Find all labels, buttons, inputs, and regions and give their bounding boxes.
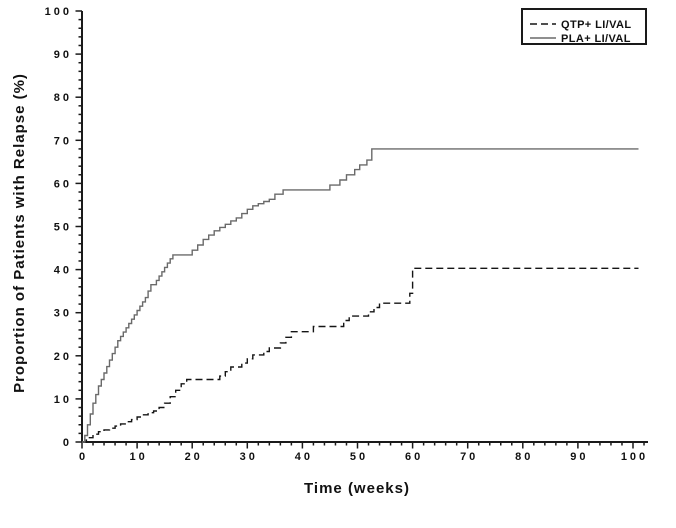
y-tick-label: 40 (54, 265, 72, 277)
legend-entry-label: QTP+ LI/VAL (561, 19, 632, 31)
x-axis-title: Time (weeks) (304, 480, 410, 497)
y-tick-label: 50 (54, 222, 72, 234)
y-tick-label: 0 (63, 437, 72, 449)
plot-area: 0 10 20 30 40 50 60 70 80 90 100 0 10 20 30 40 50 60 70 80 9… (45, 6, 648, 463)
series-pla-line (82, 148, 639, 443)
y-tick-label: 100 (45, 6, 72, 18)
y-tick-label: 10 (54, 394, 72, 406)
x-tick-label: 20 (185, 451, 203, 463)
x-tick-label: 60 (405, 451, 423, 463)
x-tick-label: 90 (570, 451, 588, 463)
x-tick-label: 40 (295, 451, 313, 463)
series-qtp-line (82, 267, 639, 443)
x-tick-label: 50 (350, 451, 368, 463)
y-tick-label: 20 (54, 351, 72, 363)
x-tick-label: 70 (460, 451, 478, 463)
legend-entry-label: PLA+ LI/VAL (561, 33, 631, 45)
y-tick-label: 30 (54, 308, 72, 320)
y-tick-label: 70 (54, 135, 72, 147)
y-axis-title: Proportion of Patients with Relapse (%) (11, 73, 28, 393)
y-tick-label: 60 (54, 178, 72, 190)
y-tick-label: 90 (54, 49, 72, 61)
x-tick-label: 80 (515, 451, 533, 463)
x-tick-label: 10 (129, 451, 147, 463)
y-tick-label: 80 (54, 92, 72, 104)
x-tick-label: 100 (621, 451, 648, 463)
x-tick-label: 30 (240, 451, 258, 463)
x-tick-label: 0 (79, 451, 88, 463)
